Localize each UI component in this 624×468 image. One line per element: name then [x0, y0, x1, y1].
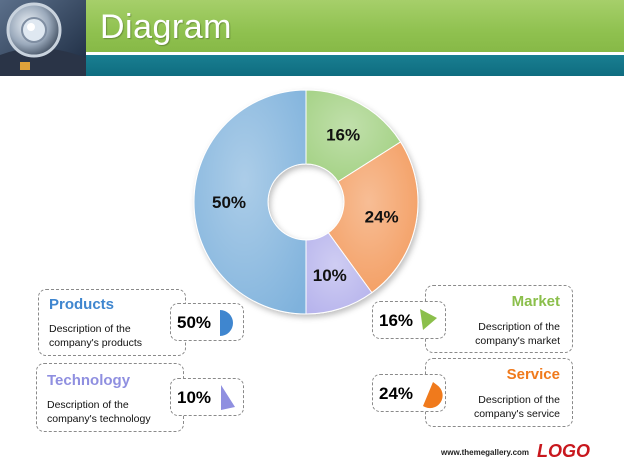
slice-pie-icon — [221, 385, 235, 410]
service-title: Service — [506, 366, 560, 383]
slice-pie-icon — [423, 382, 443, 409]
products-value-box: 50% — [170, 303, 244, 341]
market-title: Market — [511, 293, 560, 310]
donut-slice-highlight — [328, 141, 418, 293]
products-desc-line1: Description of the — [49, 323, 131, 335]
service-value-box: 24% — [372, 374, 446, 412]
technology-desc-line1: Description of the — [47, 399, 129, 411]
service-desc-line2: company's service — [473, 408, 560, 420]
header-stripe — [0, 54, 624, 76]
technology-desc-line2: company's technology — [47, 413, 151, 425]
technology-title: Technology — [47, 372, 131, 389]
donut-label-technology: 10% — [313, 266, 347, 285]
products-value: 50% — [177, 313, 212, 332]
market-value-box: 16% — [372, 301, 446, 339]
donut-label-products: 50% — [212, 193, 246, 212]
page-title: Diagram — [100, 8, 232, 46]
products-description: Description of the company's products — [49, 322, 142, 350]
donut-slice-highlight — [194, 90, 306, 314]
market-desc-line1: Description of the — [478, 321, 560, 333]
header-band — [0, 0, 624, 54]
technology-description: Description of the company's technology — [47, 398, 151, 426]
header-divider — [86, 52, 624, 55]
technology-value-box: 10% — [170, 378, 244, 416]
donut-slice-highlight — [306, 232, 372, 314]
market-value: 16% — [379, 311, 414, 330]
donut-slice-highlight — [306, 90, 401, 182]
footer-logo: LOGO — [537, 441, 590, 461]
products-desc-line2: company's products — [49, 337, 143, 349]
technology-card: Technology Description of the company's … — [36, 363, 184, 432]
header-photo — [0, 0, 86, 76]
slice-pie-icon — [420, 309, 437, 330]
technology-value: 10% — [177, 388, 212, 407]
service-value: 24% — [379, 384, 414, 403]
products-title: Products — [49, 296, 115, 313]
market-description: Description of the company's market — [475, 320, 560, 348]
service-card: Service Description of the company's ser… — [425, 358, 573, 427]
products-card: Products Description of the company's pr… — [38, 289, 186, 356]
market-desc-line2: company's market — [475, 335, 560, 347]
donut-label-market: 16% — [326, 126, 360, 145]
quarter-pie-icon — [220, 310, 233, 336]
service-desc-line1: Description of the — [478, 394, 560, 406]
donut-label-service: 24% — [365, 207, 399, 226]
footer-url: www.themegallery.com — [441, 448, 530, 457]
market-card: Market Description of the company's mark… — [425, 285, 573, 353]
service-description: Description of the company's service — [474, 393, 560, 421]
